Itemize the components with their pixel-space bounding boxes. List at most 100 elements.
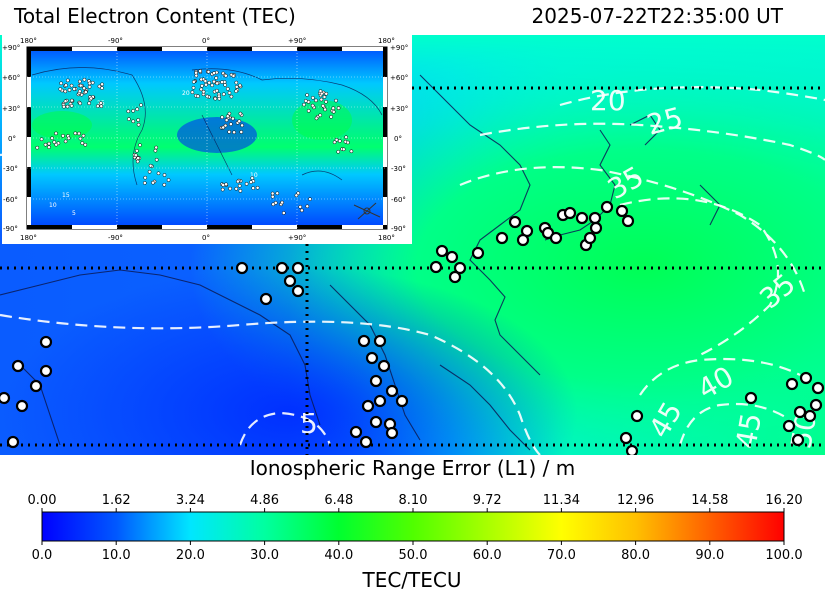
inset-station-marker [217, 96, 222, 101]
inset-station-marker [80, 141, 85, 145]
inset-contour-label: 5 [72, 210, 76, 217]
inset-lat-label: 0° [394, 135, 402, 143]
contour-label: 5 [300, 407, 318, 440]
inset-station-marker [240, 123, 244, 128]
inset-station-marker [135, 107, 140, 112]
inset-station-marker [334, 137, 339, 142]
colorbar-tec-tick: 70.0 [547, 548, 576, 563]
inset-station-marker [237, 183, 242, 188]
inset-station-marker [83, 142, 88, 147]
station-marker [516, 233, 530, 247]
satellite-icon [353, 202, 381, 220]
inset-station-marker [310, 103, 315, 108]
inset-station-marker [47, 141, 51, 146]
inset-station-marker [324, 91, 329, 96]
inset-station-marker [215, 81, 219, 86]
station-marker [395, 394, 409, 408]
station-marker [435, 244, 449, 258]
colorbar-range-tick: 3.24 [176, 493, 205, 508]
inset-lat-label: -60° [3, 196, 18, 204]
inset-station-marker [224, 118, 229, 122]
inset-station-marker [319, 97, 324, 102]
station-marker [39, 335, 53, 349]
station-marker [471, 246, 485, 260]
inset-station-marker [162, 182, 167, 187]
station-marker [744, 391, 758, 405]
station-marker [373, 394, 387, 408]
inset-station-marker [198, 69, 203, 73]
inset-station-marker [191, 80, 196, 84]
inset-station-marker [63, 139, 68, 144]
colorbar-range-tick: 0.00 [28, 493, 57, 508]
station-marker [275, 261, 289, 275]
inset-station-marker [135, 148, 139, 153]
station-marker [453, 261, 467, 275]
inset-station-marker [308, 197, 312, 201]
inset-station-marker [69, 83, 74, 88]
station-marker [791, 433, 805, 447]
inset-station-marker [77, 131, 81, 136]
inset-lat-label: +30° [390, 105, 408, 113]
inset-lat-label: -30° [391, 165, 406, 173]
station-marker [793, 405, 807, 419]
inset-station-marker [331, 109, 336, 114]
station-marker [349, 425, 363, 439]
inset-station-markers [35, 69, 354, 215]
inset-station-marker [35, 145, 40, 150]
inset-station-marker [66, 136, 71, 141]
station-marker [29, 379, 43, 393]
inset-station-marker [318, 89, 323, 93]
inset-station-marker [87, 85, 92, 89]
station-marker [589, 221, 603, 235]
station-marker [291, 261, 305, 275]
inset-station-marker [87, 81, 92, 86]
inset-station-marker [147, 169, 152, 174]
inset-station-marker [63, 99, 68, 104]
colorbar-range-tick: 4.86 [250, 493, 279, 508]
inset-station-marker [100, 82, 104, 87]
station-marker [11, 359, 25, 373]
inset-station-marker [346, 140, 350, 145]
inset-station-marker [322, 95, 327, 99]
inset-station-marker [238, 83, 242, 88]
inset-station-marker [305, 204, 310, 209]
colorbar-gradient [41, 511, 785, 542]
inset-station-marker [200, 83, 204, 88]
inset-station-marker [234, 80, 239, 85]
colorbar-tec-tick: 20.0 [176, 548, 205, 563]
inset-global-map: 20 25 15 10 5 10 180° -90° 0° +90° 180° … [2, 35, 412, 244]
inset-station-marker [62, 104, 66, 109]
station-marker [6, 435, 20, 449]
colorbar-tec-tick: 0.0 [32, 548, 53, 563]
inset-lat-label: +60° [2, 74, 20, 82]
station-marker [782, 419, 796, 433]
inset-station-marker [205, 94, 210, 99]
inset-station-marker [82, 77, 87, 82]
inset-station-marker [337, 139, 342, 143]
inset-station-marker [334, 98, 338, 103]
inset-station-marker [127, 117, 131, 121]
inset-station-marker [50, 136, 54, 141]
colorbar-title-bottom: TEC/TECU [361, 568, 461, 592]
station-marker [0, 391, 11, 405]
inset-station-marker [77, 79, 82, 84]
inset-lon-label: 0° [202, 37, 210, 45]
inset-station-marker [207, 80, 212, 85]
inset-station-marker [336, 106, 341, 110]
inset-station-marker [154, 157, 159, 162]
inset-station-marker [89, 96, 93, 101]
inset-lon-label: -90° [108, 234, 123, 242]
inset-station-marker [238, 111, 243, 116]
colorbar: 0.00 1.62 3.24 4.86 6.48 8.10 9.72 11.34 12.96 14… [28, 493, 803, 592]
inset-station-marker [232, 130, 236, 135]
inset-lon-label: 180° [20, 234, 37, 242]
inset-station-marker [64, 83, 68, 88]
inset-lon-label: 0° [202, 234, 210, 242]
station-marker [259, 292, 273, 306]
inset-lat-label: -30° [3, 165, 18, 173]
station-marker [588, 211, 602, 225]
colorbar-tec-tick: 10.0 [102, 548, 131, 563]
inset-station-marker [306, 109, 311, 113]
inset-station-marker [239, 130, 244, 134]
inset-station-marker [97, 84, 102, 89]
